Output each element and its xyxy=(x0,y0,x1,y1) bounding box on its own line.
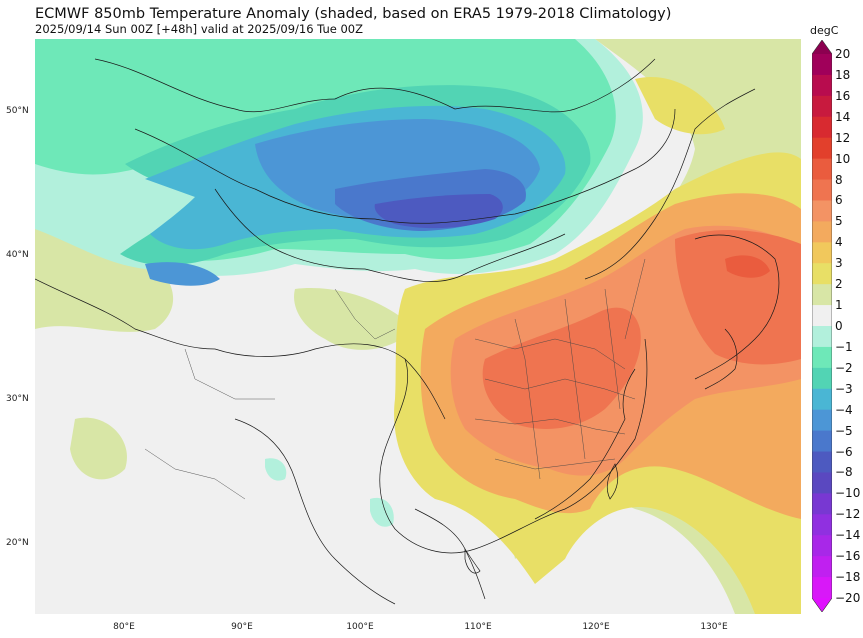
lat-tick-label: 40°N xyxy=(6,250,29,260)
colorbar-segment xyxy=(812,221,832,243)
colorbar-tick-label: 2 xyxy=(835,277,843,292)
colorbar-segment xyxy=(812,326,832,348)
colorbar-segment xyxy=(812,200,832,222)
colorbar-tick-label: −6 xyxy=(835,444,853,459)
colorbar-segment xyxy=(812,284,832,306)
colorbar-segment xyxy=(812,346,832,369)
lon-tick-label: 90°E xyxy=(231,622,253,632)
lat-tick-label: 30°N xyxy=(6,394,29,404)
colorbar-segment xyxy=(812,493,832,515)
colorbar-unit: degC xyxy=(810,24,839,37)
colorbar-segment xyxy=(812,242,832,264)
colorbar-extend-bottom xyxy=(812,598,832,612)
colorbar-segment xyxy=(812,74,832,97)
map-panel xyxy=(35,39,801,614)
colorbar-tick-label: −16 xyxy=(835,549,861,564)
colorbar-tick-label: −20 xyxy=(835,591,861,605)
colorbar-tick-label: −3 xyxy=(835,381,853,396)
colorbar-tick-label: −1 xyxy=(835,339,853,354)
colorbar-tick-label: −8 xyxy=(835,465,853,480)
colorbar-tick-label: 12 xyxy=(835,130,851,145)
colorbar-segment xyxy=(812,116,832,139)
chart-subtitle: 2025/09/14 Sun 00Z [+48h] valid at 2025/… xyxy=(35,22,363,36)
colorbar-segment xyxy=(812,263,832,285)
colorbar-tick-label: −5 xyxy=(835,423,853,438)
colorbar-tick-label: −18 xyxy=(835,570,861,585)
colorbar-segment xyxy=(812,556,832,578)
colorbar-tick-label: 0 xyxy=(835,319,843,333)
colorbar-tick-label: 4 xyxy=(835,235,843,250)
colorbar-segment xyxy=(812,54,832,76)
colorbar-tick-label: −4 xyxy=(835,402,853,417)
colorbar-tick-label: 5 xyxy=(835,214,843,229)
colorbar-tick-label: −14 xyxy=(835,528,861,543)
colorbar-segment xyxy=(812,577,832,599)
colorbar-segment xyxy=(812,409,832,432)
colorbar-tick-label: 10 xyxy=(835,151,851,166)
colorbar-tick-label: 16 xyxy=(835,88,851,103)
chart-title: ECMWF 850mb Temperature Anomaly (shaded,… xyxy=(35,6,672,22)
colorbar-segment xyxy=(812,305,832,327)
lat-tick-label: 50°N xyxy=(6,106,29,116)
anomaly-cold xyxy=(35,39,643,286)
colorbar-segment xyxy=(812,430,832,453)
colorbar-tick-label: 3 xyxy=(835,256,843,271)
colorbar-tick-label: 14 xyxy=(835,109,851,124)
colorbar-tick-label: −12 xyxy=(835,507,861,522)
anomaly-warm-red xyxy=(482,229,801,429)
temperature-anomaly-map xyxy=(35,39,801,614)
colorbar-tick-label: −10 xyxy=(835,486,861,501)
country-borders xyxy=(35,58,780,605)
colorbar xyxy=(812,40,832,612)
colorbar-segment xyxy=(812,535,832,557)
colorbar-segment xyxy=(812,137,832,160)
colorbar-tick-label: 20 xyxy=(835,47,851,61)
coastlines xyxy=(464,328,738,574)
colorbar-tick-label: 1 xyxy=(835,298,843,313)
anomaly-cold-south xyxy=(265,458,394,527)
colorbar-segment xyxy=(812,472,832,494)
colorbar-segment xyxy=(812,367,832,390)
colorbar-extend-top xyxy=(812,40,832,54)
lon-tick-label: 80°E xyxy=(113,622,135,632)
colorbar-tick-label: 18 xyxy=(835,67,851,82)
lon-tick-label: 110°E xyxy=(464,622,492,632)
colorbar-tick-label: 8 xyxy=(835,172,843,187)
colorbar-tick-label: −2 xyxy=(835,360,853,375)
colorbar-tick-label: 6 xyxy=(835,193,843,208)
province-borders xyxy=(144,258,646,500)
colorbar-segment xyxy=(812,388,832,411)
colorbar-segment xyxy=(812,158,832,181)
lon-tick-label: 130°E xyxy=(700,622,728,632)
colorbar-segment xyxy=(812,95,832,118)
colorbar-segment xyxy=(812,179,832,201)
colorbar-segment xyxy=(812,451,832,473)
lon-tick-label: 120°E xyxy=(582,622,610,632)
colorbar-segment xyxy=(812,514,832,536)
lat-tick-label: 20°N xyxy=(6,538,29,548)
lon-tick-label: 100°E xyxy=(346,622,374,632)
